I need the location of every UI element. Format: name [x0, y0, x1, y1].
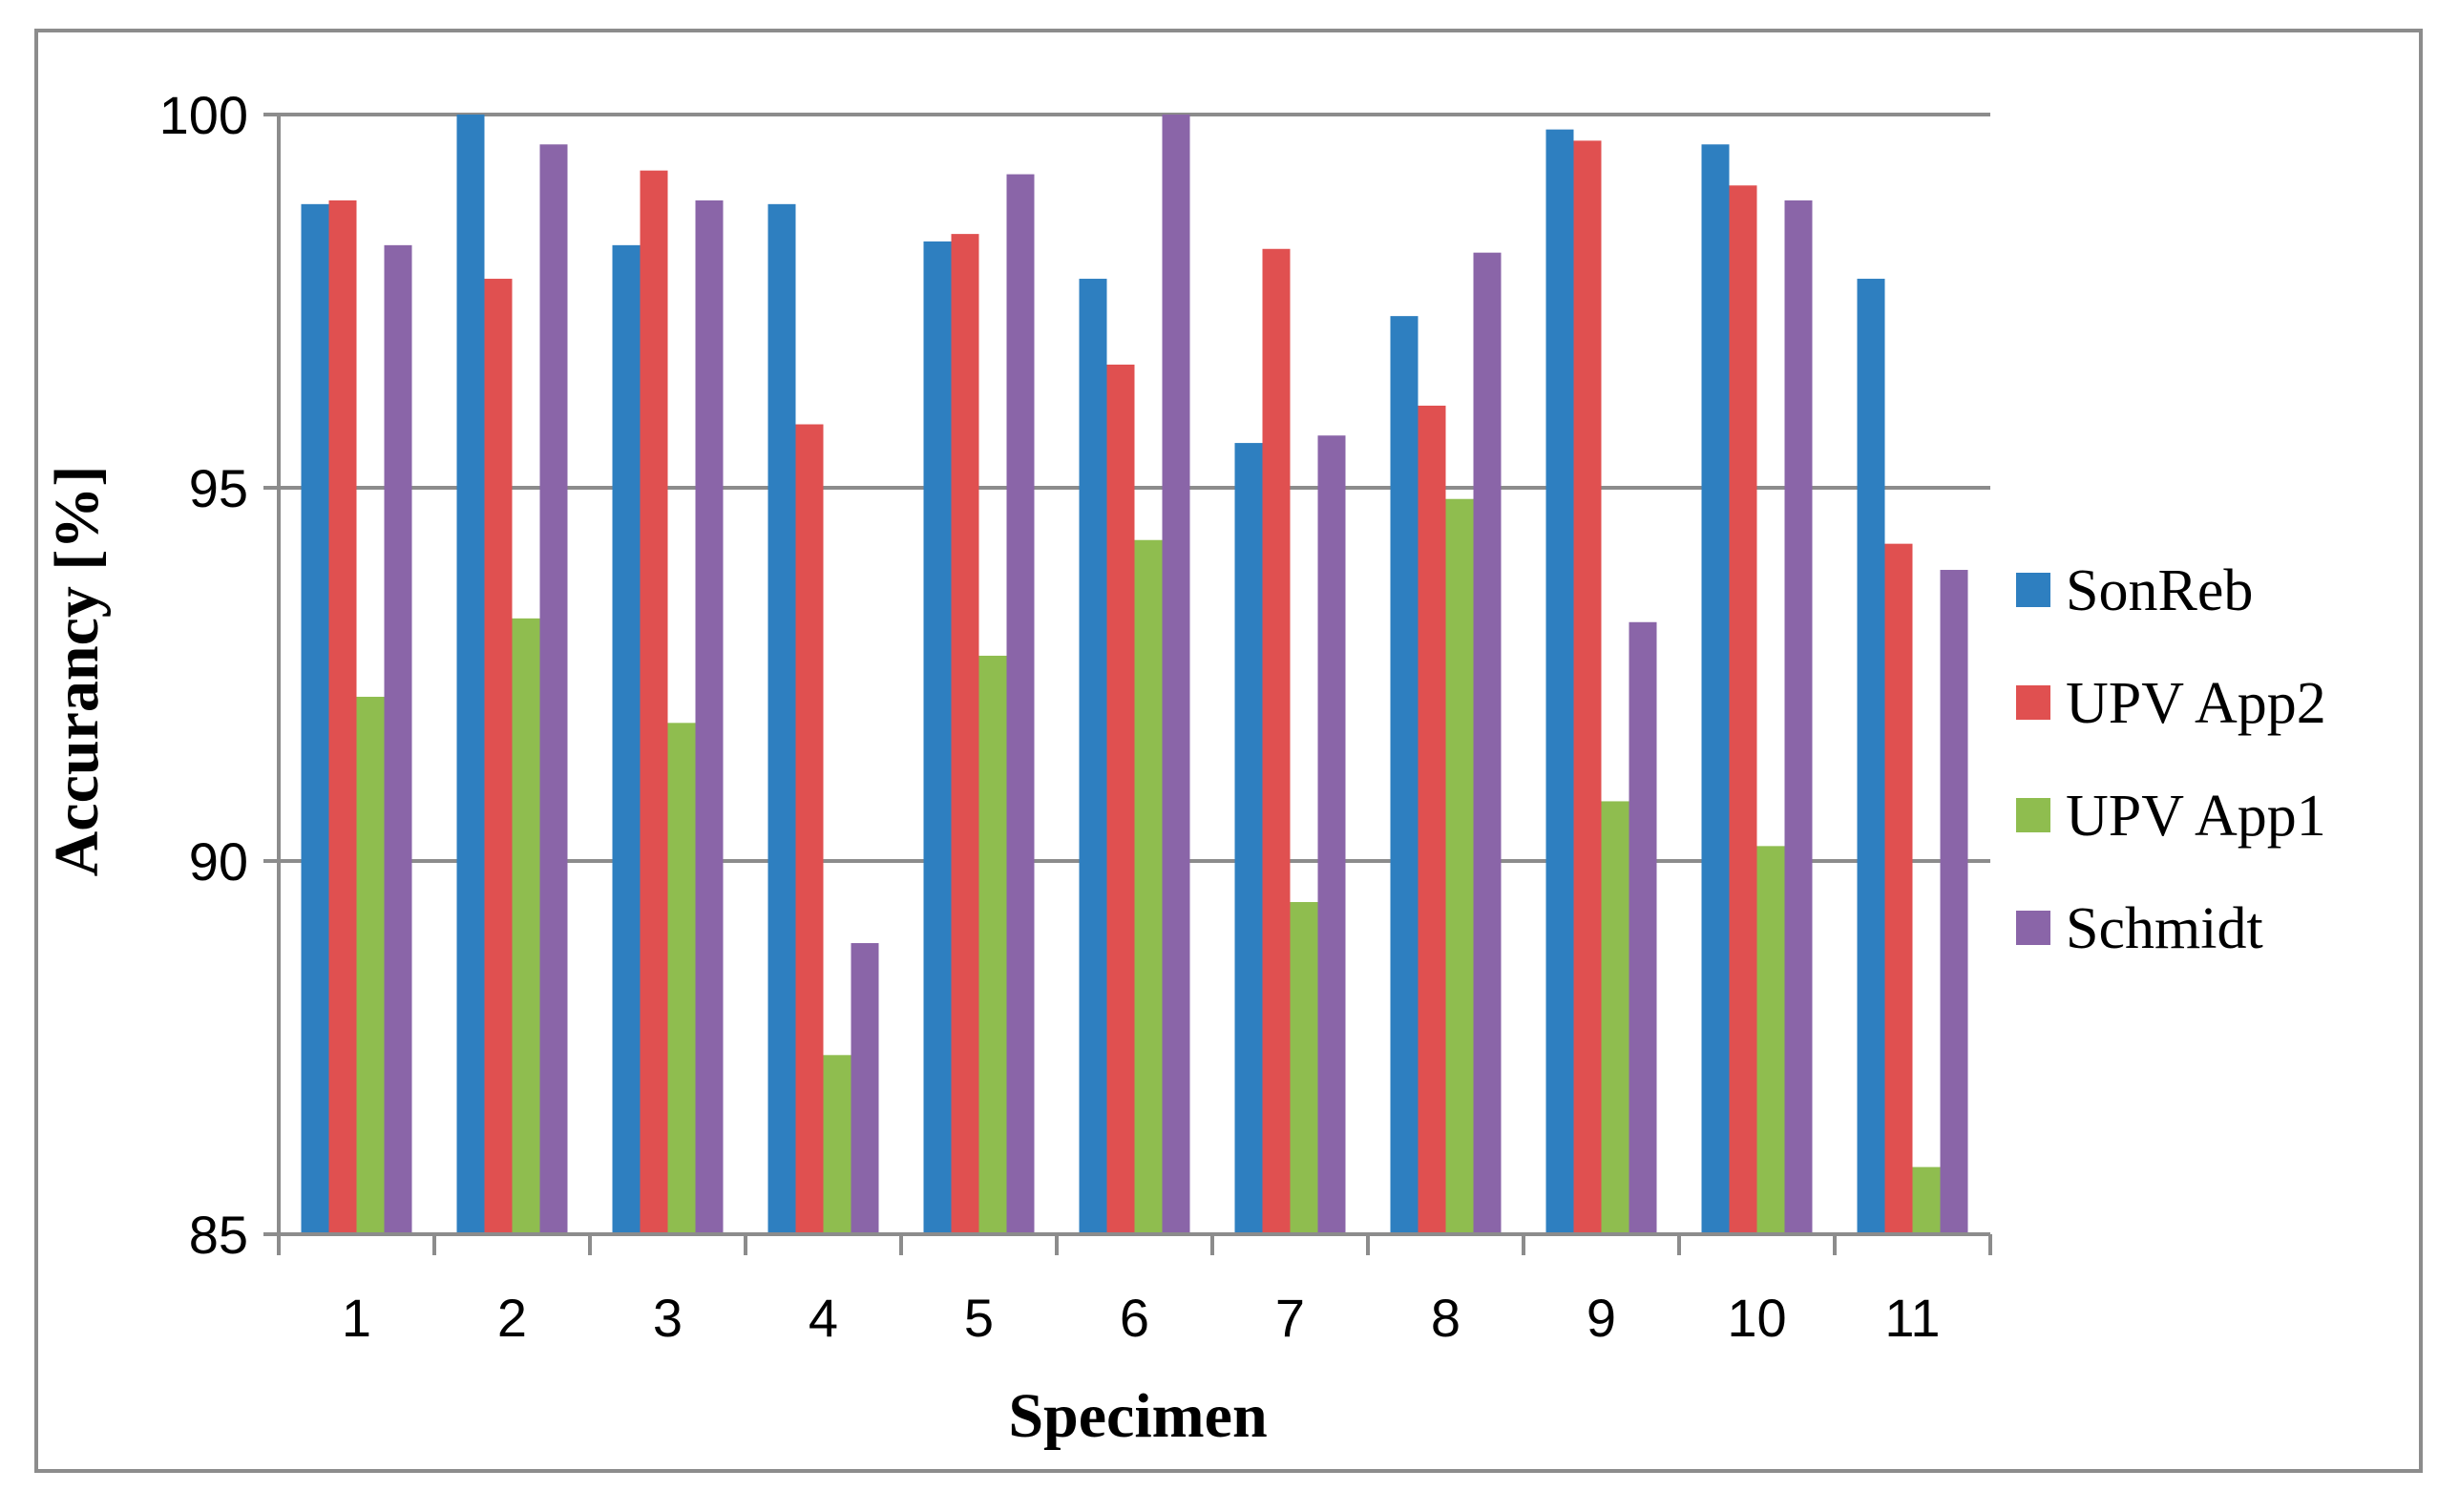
- bar-schmidt-8: [1473, 252, 1502, 1234]
- bar-upv-app2-1: [328, 200, 357, 1235]
- axes: [277, 115, 1992, 1255]
- bar-sonreb-11: [1857, 279, 1885, 1234]
- bar-upv-app1-4: [823, 1055, 851, 1234]
- x-tick-label: 5: [964, 1288, 994, 1348]
- bar-schmidt-5: [1006, 174, 1035, 1234]
- bar-upv-app1-11: [1912, 1166, 1941, 1234]
- x-tick-labels: 1 2 3 4 5 6 7 8 9 10 11: [342, 1288, 1941, 1348]
- x-axis-title: Specimen: [1008, 1381, 1267, 1451]
- bar-sonreb-5: [923, 241, 952, 1235]
- bar-upv-app1-5: [978, 655, 1007, 1234]
- y-tick-labels: 85 90 95 100: [159, 85, 248, 1265]
- bar-sonreb-6: [1079, 279, 1107, 1234]
- bar-upv-app1-2: [512, 618, 540, 1234]
- bar-sonreb-8: [1390, 316, 1419, 1234]
- x-tick-label: 9: [1587, 1288, 1616, 1348]
- y-axis-title: Accurancy [%]: [42, 466, 112, 877]
- y-tick-label: 90: [189, 831, 248, 892]
- bar-upv-app2-9: [1573, 140, 1602, 1234]
- bar-upv-app2-10: [1729, 185, 1757, 1234]
- bar-upv-app2-2: [484, 279, 513, 1234]
- bar-upv-app2-11: [1884, 543, 1913, 1234]
- y-tick-label: 85: [189, 1205, 248, 1265]
- legend-swatch-sonreb: [2016, 573, 2050, 607]
- legend-label-sonreb: SonReb: [2066, 558, 2253, 623]
- bar-schmidt-3: [695, 200, 724, 1235]
- bar-schmidt-10: [1784, 200, 1813, 1235]
- x-tick-label: 1: [342, 1288, 371, 1348]
- legend-swatch-upv-app1: [2016, 798, 2050, 832]
- bar-schmidt-2: [539, 144, 568, 1234]
- bar-upv-app1-9: [1601, 801, 1629, 1234]
- bar-schmidt-4: [851, 943, 879, 1234]
- bar-schmidt-6: [1162, 115, 1190, 1234]
- bar-upv-app1-3: [667, 723, 696, 1234]
- bar-upv-app1-6: [1134, 539, 1163, 1234]
- bar-upv-app1-10: [1756, 846, 1785, 1234]
- bar-upv-app1-1: [356, 696, 385, 1234]
- y-tick-label: 95: [189, 458, 248, 518]
- bar-upv-app2-6: [1106, 364, 1135, 1235]
- bar-sonreb-7: [1234, 443, 1263, 1235]
- bar-upv-app2-4: [795, 424, 824, 1234]
- bar-sonreb-4: [767, 203, 796, 1235]
- chart-frame: [34, 29, 2423, 1473]
- bar-upv-app2-7: [1262, 248, 1291, 1234]
- legend-label-upv-app2: UPV App2: [2066, 671, 2326, 736]
- bar-upv-app2-5: [951, 234, 979, 1234]
- bar-upv-app1-8: [1445, 498, 1474, 1234]
- bar-sonreb-10: [1701, 144, 1730, 1234]
- x-tick-label: 3: [653, 1288, 683, 1348]
- bar-sonreb-9: [1545, 129, 1574, 1234]
- legend-label-upv-app1: UPV App1: [2066, 784, 2326, 849]
- x-tick-label: 8: [1431, 1288, 1461, 1348]
- bar-upv-app1-7: [1290, 902, 1318, 1234]
- bar-upv-app2-8: [1418, 405, 1446, 1235]
- bar-upv-app2-3: [640, 170, 668, 1234]
- bar-schmidt-1: [384, 244, 412, 1235]
- bar-sonreb-1: [301, 203, 329, 1235]
- y-tick-label: 100: [159, 85, 248, 145]
- x-tick-label: 4: [809, 1288, 838, 1348]
- bar-schmidt-7: [1317, 435, 1346, 1234]
- bar-sonreb-2: [456, 115, 485, 1234]
- x-tick-label: 7: [1275, 1288, 1305, 1348]
- legend[interactable]: SonReb UPV App2 UPV App1 Schmidt: [2016, 558, 2326, 961]
- bar-schmidt-11: [1940, 570, 1968, 1234]
- x-tick-label: 10: [1727, 1288, 1786, 1348]
- x-tick-label: 6: [1120, 1288, 1149, 1348]
- legend-swatch-schmidt: [2016, 911, 2050, 945]
- x-tick-label: 11: [1884, 1288, 1940, 1348]
- bar-sonreb-3: [612, 244, 641, 1235]
- bars: [301, 115, 1968, 1235]
- bar-schmidt-9: [1629, 621, 1657, 1234]
- x-tick-label: 2: [497, 1288, 527, 1348]
- legend-swatch-upv-app2: [2016, 685, 2050, 720]
- legend-label-schmidt: Schmidt: [2066, 896, 2263, 961]
